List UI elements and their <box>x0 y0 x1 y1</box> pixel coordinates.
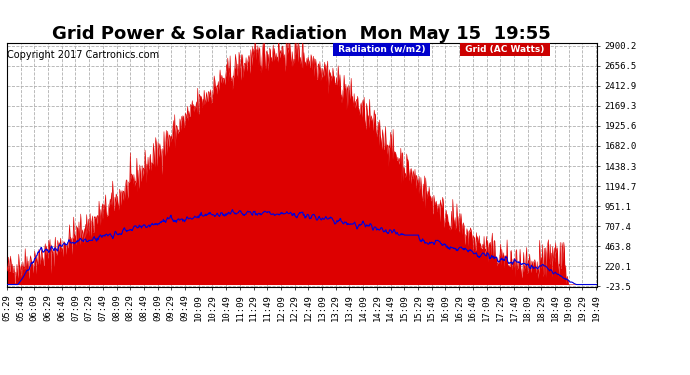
Title: Grid Power & Solar Radiation  Mon May 15  19:55: Grid Power & Solar Radiation Mon May 15 … <box>52 25 551 43</box>
Text: Grid (AC Watts): Grid (AC Watts) <box>462 45 548 54</box>
Text: Copyright 2017 Cartronics.com: Copyright 2017 Cartronics.com <box>8 51 159 60</box>
Text: Radiation (w/m2): Radiation (w/m2) <box>335 45 428 54</box>
